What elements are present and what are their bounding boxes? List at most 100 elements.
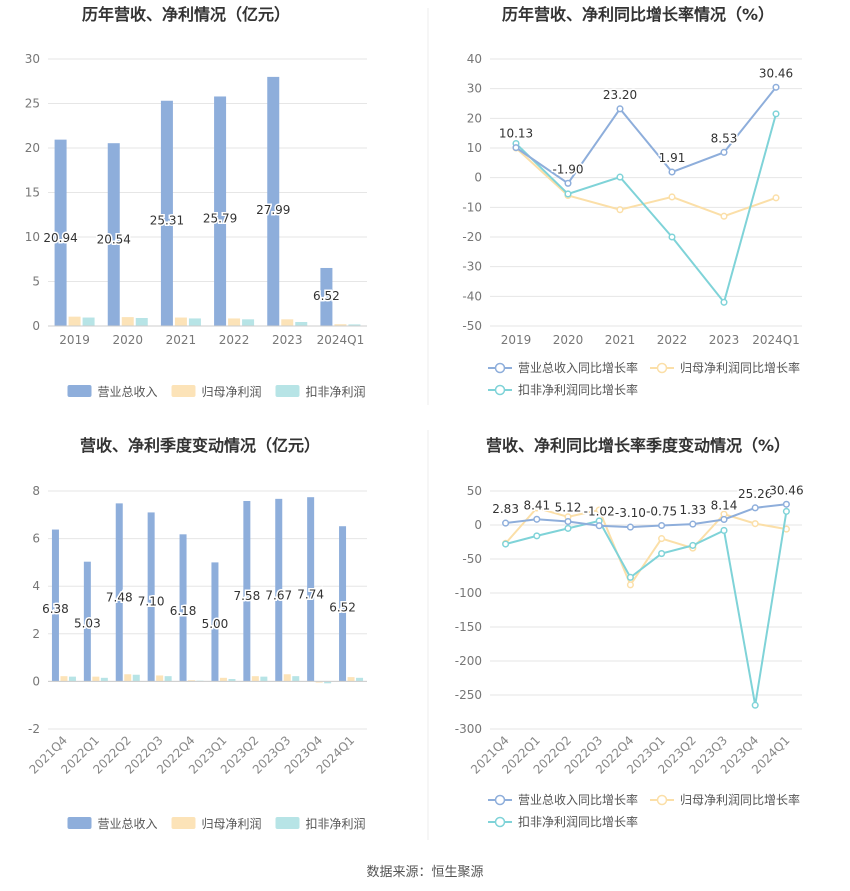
data-label: 25.31 [150, 214, 184, 228]
data-label: 6.38 [42, 602, 69, 616]
bar [320, 267, 333, 326]
bar [348, 324, 361, 326]
data-point [720, 298, 728, 306]
bar [295, 321, 308, 326]
y-tick-label: 10 [25, 230, 40, 244]
data-point [772, 194, 780, 202]
bar [260, 676, 268, 682]
data-point [751, 504, 759, 512]
bar [315, 681, 323, 683]
y-tick-label: 5 [32, 275, 40, 289]
x-tick-label: 2021 [166, 333, 197, 347]
bar [324, 681, 332, 684]
data-point [616, 206, 624, 214]
data-label: 7.58 [233, 589, 260, 603]
data-label: 5.00 [202, 617, 229, 631]
y-tick-label: 0 [32, 674, 40, 688]
bar [82, 317, 95, 326]
bar [121, 317, 134, 326]
chart-title: 营收、净利季度变动情况（亿元） [80, 436, 320, 455]
legend-marker [494, 362, 506, 374]
bar [211, 562, 219, 682]
data-point [668, 193, 676, 201]
data-point [658, 550, 666, 558]
bar [228, 318, 241, 326]
bar [356, 677, 364, 682]
y-tick-label: 15 [25, 186, 40, 200]
y-tick-label: 8 [32, 484, 40, 498]
data-label: -0.75 [646, 505, 677, 519]
y-tick-label: -30 [462, 260, 482, 274]
data-label: 7.10 [138, 594, 165, 608]
bar [179, 534, 187, 682]
y-tick-label: -200 [455, 654, 482, 668]
chart-title: 历年营收、净利同比增长率情况（%） [502, 5, 774, 24]
x-tick-label: 2024Q1 [752, 333, 800, 347]
x-tick-label: 2022 [657, 333, 688, 347]
legend-swatch [171, 385, 196, 397]
data-point [751, 520, 759, 528]
data-point [720, 526, 728, 534]
legend-label: 归母净利润同比增长率 [680, 360, 800, 375]
series-line [504, 506, 787, 587]
data-point [658, 521, 666, 530]
data-label: 23.20 [603, 88, 637, 102]
data-point [616, 173, 624, 181]
data-point [720, 212, 728, 220]
data-point [720, 148, 728, 156]
series-line [515, 86, 777, 185]
bar [275, 498, 283, 682]
x-tick-label: 2023 [272, 333, 303, 347]
bar [100, 677, 108, 682]
legend-swatch [67, 385, 92, 397]
legend-label: 扣非净利润同比增长率 [518, 382, 638, 397]
data-point [502, 519, 510, 527]
y-tick-label: -40 [462, 289, 482, 303]
bar [281, 319, 294, 326]
data-label: 20.94 [43, 231, 77, 245]
y-tick-label: 10 [467, 141, 482, 155]
x-tick-label: 2019 [501, 333, 532, 347]
data-label: 8.53 [711, 131, 738, 145]
bar [164, 676, 172, 682]
data-label: 6.52 [313, 289, 340, 303]
bar [242, 319, 255, 326]
y-tick-label: 30 [25, 52, 40, 66]
bar [92, 676, 100, 682]
bar [160, 100, 173, 326]
data-label: 20.54 [97, 233, 131, 247]
legend-label: 扣非净利润同比增长率 [518, 814, 638, 829]
y-tick-label: 6 [32, 532, 40, 546]
data-label: 7.48 [106, 590, 133, 604]
data-point [668, 233, 676, 241]
bar [68, 676, 76, 682]
chart-title: 营收、净利同比增长率季度变动情况（%） [486, 436, 790, 455]
bar [219, 677, 227, 682]
bar [147, 512, 155, 682]
data-point [533, 504, 541, 512]
x-tick-label: 2019 [59, 333, 90, 347]
data-label: 30.46 [759, 66, 793, 80]
bar [135, 317, 148, 326]
data-label: 7.67 [265, 588, 292, 602]
legend-label: 营业总收入同比增长率 [518, 360, 638, 375]
data-label: 1.91 [659, 151, 686, 165]
legend-label: 营业总收入 [98, 385, 158, 399]
data-point [689, 541, 697, 549]
x-tick-label: 2021 [605, 333, 636, 347]
bar [228, 679, 236, 682]
data-label: -1.90 [552, 162, 583, 176]
x-tick-label: 2022 [219, 333, 250, 347]
data-point [564, 517, 572, 526]
bar [132, 674, 140, 682]
legend-marker [656, 794, 668, 806]
source-note: 数据来源：恒生聚源 [366, 865, 483, 880]
data-label: 8.14 [711, 498, 738, 512]
legend-swatch [275, 817, 300, 829]
y-tick-label: 0 [474, 171, 482, 185]
bar [267, 76, 280, 326]
bar [188, 318, 201, 326]
legend-swatch [275, 385, 300, 397]
bar [347, 677, 355, 682]
legend-swatch [171, 817, 196, 829]
